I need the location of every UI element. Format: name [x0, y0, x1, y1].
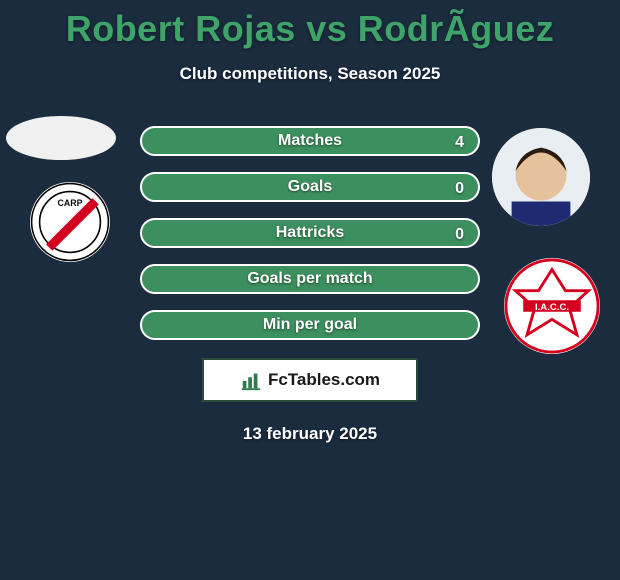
stat-right-value: 0: [441, 174, 478, 204]
stat-label: Goals per match: [142, 270, 478, 288]
stat-row-matches: Matches 4: [140, 126, 480, 156]
stat-row-hattricks: Hattricks 0: [140, 218, 480, 248]
stat-label: Goals: [142, 178, 478, 196]
stat-right-value: 4: [441, 128, 478, 158]
stat-row-mpg: Min per goal: [140, 310, 480, 340]
stats-list: Matches 4 Goals 0 Hattricks 0 Goals per …: [0, 126, 620, 340]
stat-row-goals: Goals 0: [140, 172, 480, 202]
comparison-card: Robert Rojas vs RodrÃ­guez Club competit…: [0, 0, 620, 580]
stat-right-value: 0: [441, 220, 478, 250]
stat-row-gpm: Goals per match: [140, 264, 480, 294]
footer-date: 13 february 2025: [0, 424, 620, 444]
bar-chart-icon: [240, 369, 262, 391]
page-title: Robert Rojas vs RodrÃ­guez: [0, 0, 620, 50]
subtitle: Club competitions, Season 2025: [0, 64, 620, 84]
stat-right-value: [450, 266, 478, 296]
stat-label: Matches: [142, 132, 478, 150]
stat-right-value: [450, 312, 478, 342]
brand-text: FcTables.com: [268, 370, 380, 390]
stat-label: Hattricks: [142, 224, 478, 242]
stat-label: Min per goal: [142, 316, 478, 334]
brand-badge[interactable]: FcTables.com: [202, 358, 418, 402]
